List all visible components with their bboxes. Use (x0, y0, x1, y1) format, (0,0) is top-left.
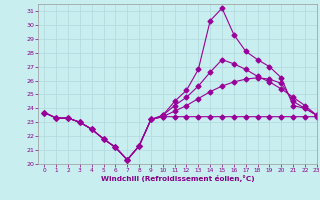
X-axis label: Windchill (Refroidissement éolien,°C): Windchill (Refroidissement éolien,°C) (101, 175, 254, 182)
